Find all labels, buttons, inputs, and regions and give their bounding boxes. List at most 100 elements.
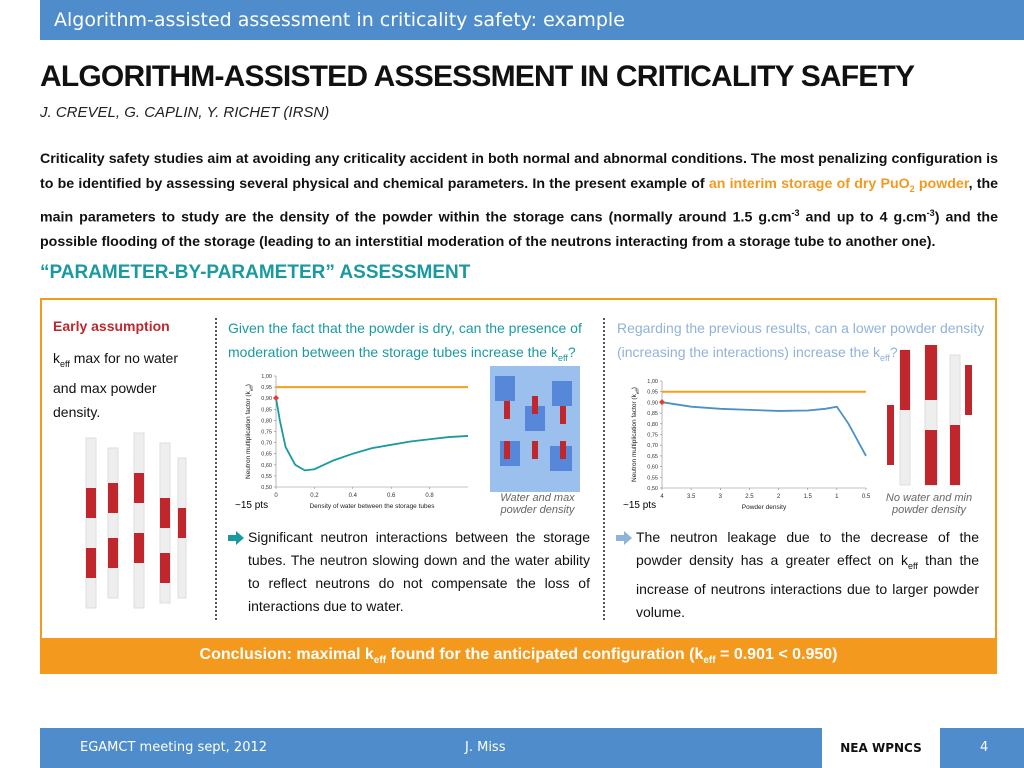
y-axis-label: Neutron multiplication factor (keff) <box>245 384 254 479</box>
y-tick-label: 0,70 <box>647 443 658 449</box>
panel-question: Given the fact that the powder is dry, c… <box>228 316 598 370</box>
bullet-text: Significant neutron interactions between… <box>248 529 590 614</box>
page-number: 4 <box>980 740 989 755</box>
y-axis-label-part: eff <box>635 388 640 394</box>
y-tick-label: 0,95 <box>261 385 272 391</box>
points-note: ~15 pts <box>235 500 269 511</box>
subscript: eff <box>880 352 890 363</box>
y-tick-label: 0,80 <box>261 418 272 424</box>
text: than the increase of neutrons interactio… <box>636 552 980 620</box>
x-tick-label: 1 <box>835 494 839 500</box>
footer-org: NEA WPNCS <box>822 728 940 768</box>
text: ) and the possible flooding of the stora… <box>40 209 998 251</box>
y-tick-label: 0,80 <box>647 422 658 428</box>
y-tick-label: 0,50 <box>647 486 658 492</box>
x-tick-label: 3 <box>719 494 723 500</box>
y-tick-label: 0,60 <box>647 465 658 471</box>
y-tick-label: 0,70 <box>261 441 272 447</box>
text: ? <box>889 344 898 360</box>
subscript: eff <box>373 655 387 667</box>
image-caption: No water and min powder density <box>885 492 973 516</box>
y-axis-label-part: ) <box>245 384 252 386</box>
text: an interim storage of dry PuO <box>708 175 910 192</box>
y-tick-label: 0,85 <box>261 407 272 413</box>
superscript: -3 <box>926 207 935 218</box>
panel-box <box>40 298 997 674</box>
authors: J. CREVEL, G. CAPLIN, Y. RICHET (IRSN) <box>40 104 330 121</box>
x-tick-label: 3.5 <box>687 494 696 500</box>
y-tick-label: 0,55 <box>261 474 272 480</box>
y-axis-label-part: eff <box>249 385 254 391</box>
y-axis-label-part: Neutron multiplication factor (k <box>245 390 252 479</box>
y-tick-label: 0,50 <box>261 485 272 491</box>
subscript: eff <box>703 655 716 667</box>
subscript: 2 <box>909 183 915 194</box>
marker <box>659 399 665 406</box>
data-line <box>661 401 867 457</box>
y-tick-label: 0,95 <box>647 390 658 396</box>
y-axis-label: Neutron multiplication factor (keff) <box>631 387 640 482</box>
header-title: Algorithm-assisted assessment in critica… <box>54 9 625 31</box>
footer-bar: EGAMCT meeting sept, 2012 J. Miss NEA WP… <box>40 728 1024 768</box>
footer-event: EGAMCT meeting sept, 2012 <box>80 740 268 755</box>
x-tick-label: 2.5 <box>745 494 754 500</box>
y-tick-label: 0,75 <box>261 430 272 436</box>
x-tick-label: 0.5 <box>862 494 871 500</box>
text: Conclusion: maximal k <box>199 646 374 663</box>
text: Regarding the previous results, can a lo… <box>617 320 985 360</box>
divider <box>215 318 217 620</box>
header-bar: Algorithm-assisted assessment in critica… <box>40 0 1024 40</box>
bullet-arrow <box>228 531 244 545</box>
intro: Criticality safety studies aim at avoidi… <box>40 147 998 255</box>
bullet-text: The neutron leakage due to the decrease … <box>636 526 979 624</box>
data-line <box>275 397 469 472</box>
subscript: eff <box>908 560 918 571</box>
x-tick-label: 0 <box>274 493 278 499</box>
panel-question: Regarding the previous results, can a lo… <box>617 316 987 370</box>
points-note: ~15 pts <box>623 500 657 511</box>
y-axis-label-part: Neutron multiplication factor (k <box>631 393 638 482</box>
y-tick-label: 0,60 <box>261 463 272 469</box>
tubes-illustration <box>887 345 972 486</box>
section-heading: “PARAMETER-BY-PARAMETER” ASSESSMENT <box>40 262 471 283</box>
x-tick-label: 1.5 <box>804 494 813 500</box>
water-illustration <box>490 366 580 492</box>
y-tick-label: 0,85 <box>647 411 658 417</box>
text: k <box>53 350 60 366</box>
tubes-illustration <box>85 432 187 609</box>
x-tick-label: 4 <box>660 494 664 500</box>
y-tick-label: 1,00 <box>261 374 272 380</box>
marker <box>273 394 279 401</box>
y-tick-label: 0,90 <box>261 396 272 402</box>
subscript: eff <box>557 352 568 363</box>
y-axis-label-part: ) <box>631 387 638 389</box>
y-tick-label: 0,75 <box>647 433 658 439</box>
panel-text: keff max for no water and max powder den… <box>53 346 203 424</box>
title: ALGORITHM-ASSISTED ASSESSMENT IN CRITICA… <box>40 60 915 93</box>
text: Criticality safety studies aim at avoidi… <box>40 151 998 192</box>
x-tick-label: 0.4 <box>349 493 358 499</box>
y-tick-label: 1,00 <box>647 379 658 385</box>
bullet-arrow <box>616 531 632 545</box>
footer-author: J. Miss <box>465 740 506 755</box>
divider <box>603 318 605 620</box>
y-tick-label: 0,65 <box>647 454 658 460</box>
text: The neutron leakage due to the decrease … <box>636 529 979 568</box>
x-axis-label: Powder density <box>742 504 787 511</box>
superscript: -3 <box>791 207 800 218</box>
text: and up to 4 g.cm <box>799 209 927 226</box>
chart: 0,50 0,55 0,60 0,65 0,70 0,75 0,80 0,85 0,90 0,95… <box>631 379 871 511</box>
text: ? <box>567 344 576 360</box>
text: max for no water and max powder density. <box>53 350 178 420</box>
x-tick-label: 0.8 <box>425 493 434 499</box>
y-tick-label: 0,55 <box>647 475 658 481</box>
panel-heading: Early assumption <box>53 318 170 334</box>
text: found for the anticipated configuration … <box>386 646 704 663</box>
text: = 0.901 < 0.950) <box>715 646 838 663</box>
y-tick-label: 0,65 <box>261 452 272 458</box>
x-tick-label: 2 <box>777 494 781 500</box>
text: , the main parameters to study are the d… <box>40 175 999 226</box>
image-caption: Water and max powder density <box>500 492 575 516</box>
conclusion: Conclusion: maximal keff found for the a… <box>40 638 997 672</box>
